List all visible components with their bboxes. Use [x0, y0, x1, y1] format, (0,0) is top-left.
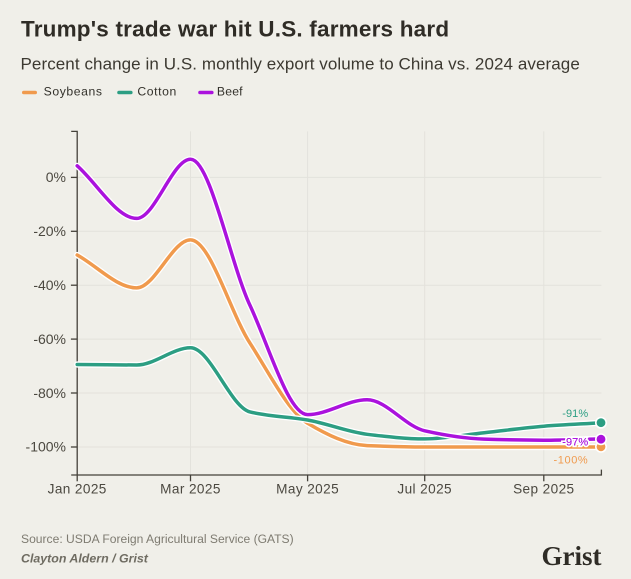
- svg-text:May 2025: May 2025: [276, 482, 339, 497]
- svg-text:Beef: Beef: [217, 85, 243, 99]
- svg-text:Jan 2025: Jan 2025: [48, 482, 107, 497]
- svg-text:-20%: -20%: [33, 223, 66, 239]
- svg-text:Mar 2025: Mar 2025: [160, 482, 221, 497]
- svg-text:-97%: -97%: [562, 436, 588, 448]
- svg-text:-60%: -60%: [33, 331, 66, 347]
- svg-text:-100%: -100%: [554, 454, 589, 466]
- svg-text:-97%: -97%: [562, 436, 588, 448]
- svg-text:Cotton: Cotton: [137, 85, 177, 99]
- svg-text:-40%: -40%: [33, 277, 66, 293]
- svg-text:Soybeans: Soybeans: [44, 85, 103, 99]
- svg-text:Grist: Grist: [542, 541, 602, 571]
- svg-text:0%: 0%: [46, 169, 66, 185]
- svg-text:Clayton Aldern / Grist: Clayton Aldern / Grist: [21, 552, 149, 566]
- svg-text:Percent change in U.S. monthly: Percent change in U.S. monthly export vo…: [21, 55, 580, 74]
- svg-text:Sep 2025: Sep 2025: [513, 482, 574, 497]
- svg-text:-80%: -80%: [33, 385, 66, 401]
- svg-text:Jul 2025: Jul 2025: [397, 482, 452, 497]
- svg-text:Trump's trade war hit U.S. far: Trump's trade war hit U.S. farmers hard: [21, 17, 449, 42]
- svg-text:-100%: -100%: [26, 439, 66, 455]
- svg-text:Source: USDA Foreign Agricultu: Source: USDA Foreign Agricultural Servic…: [21, 532, 294, 546]
- svg-text:-91%: -91%: [562, 408, 588, 420]
